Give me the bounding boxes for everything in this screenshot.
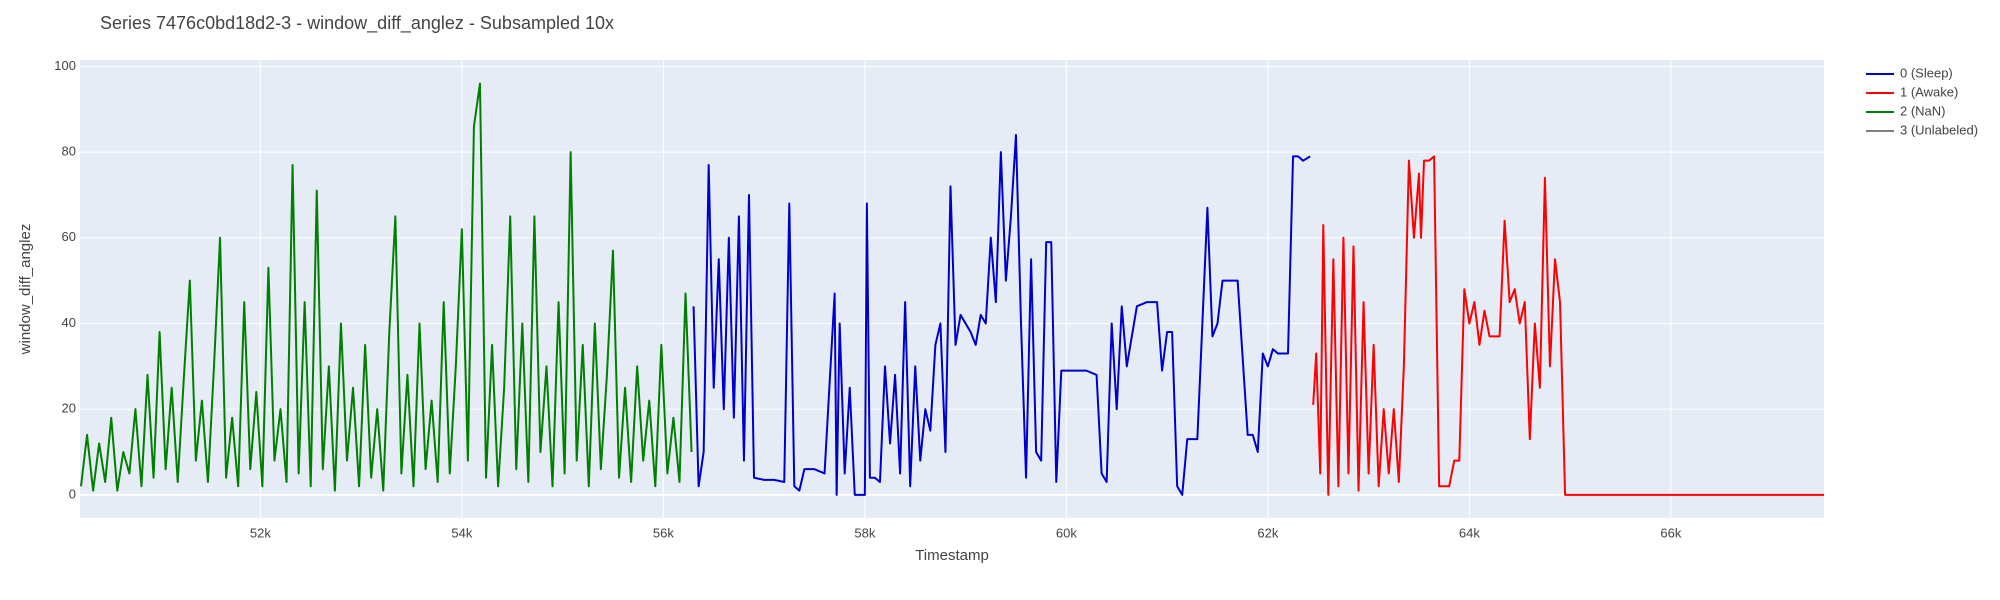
chart-title: Series 7476c0bd18d2-3 - window_diff_angl… <box>100 13 614 34</box>
plot-background <box>80 60 1824 518</box>
x-axis-title: Timestamp <box>915 547 989 564</box>
labels: 52k 54k 56k 58k 60k 62k 64k 66k 0 20 40 60 80 100 <box>54 58 1682 541</box>
x-tick-label: 60k <box>1056 525 1077 540</box>
legend: 0 (Sleep) 1 (Awake) 2 (NaN) 3 (Unlabeled) <box>1866 65 1978 137</box>
y-tick-label: 60 <box>62 229 76 244</box>
y-axis-title: window_diff_anglez <box>17 224 34 356</box>
x-tick-label: 64k <box>1459 525 1480 540</box>
x-tick-label: 56k <box>653 525 674 540</box>
series-line <box>692 133 1311 496</box>
y-tick-label: 100 <box>54 58 76 73</box>
legend-label[interactable]: 3 (Unlabeled) <box>1900 122 1978 137</box>
x-tick-label: 62k <box>1257 525 1278 540</box>
x-tick-label: 66k <box>1660 525 1681 540</box>
series-line <box>1312 155 1824 496</box>
x-tick-label: 54k <box>451 525 472 540</box>
legend-label[interactable]: 0 (Sleep) <box>1900 65 1953 80</box>
lines <box>80 82 1824 496</box>
y-tick-label: 20 <box>62 401 76 416</box>
legend-label[interactable]: 2 (NaN) <box>1900 103 1946 118</box>
legend-label[interactable]: 1 (Awake) <box>1900 84 1958 99</box>
series-line <box>80 82 693 492</box>
y-tick-label: 40 <box>62 315 76 330</box>
grid <box>80 60 1824 518</box>
x-tick-label: 58k <box>854 525 875 540</box>
y-tick-label: 0 <box>69 486 76 501</box>
y-tick-label: 80 <box>62 144 76 159</box>
x-tick-label: 52k <box>250 525 271 540</box>
